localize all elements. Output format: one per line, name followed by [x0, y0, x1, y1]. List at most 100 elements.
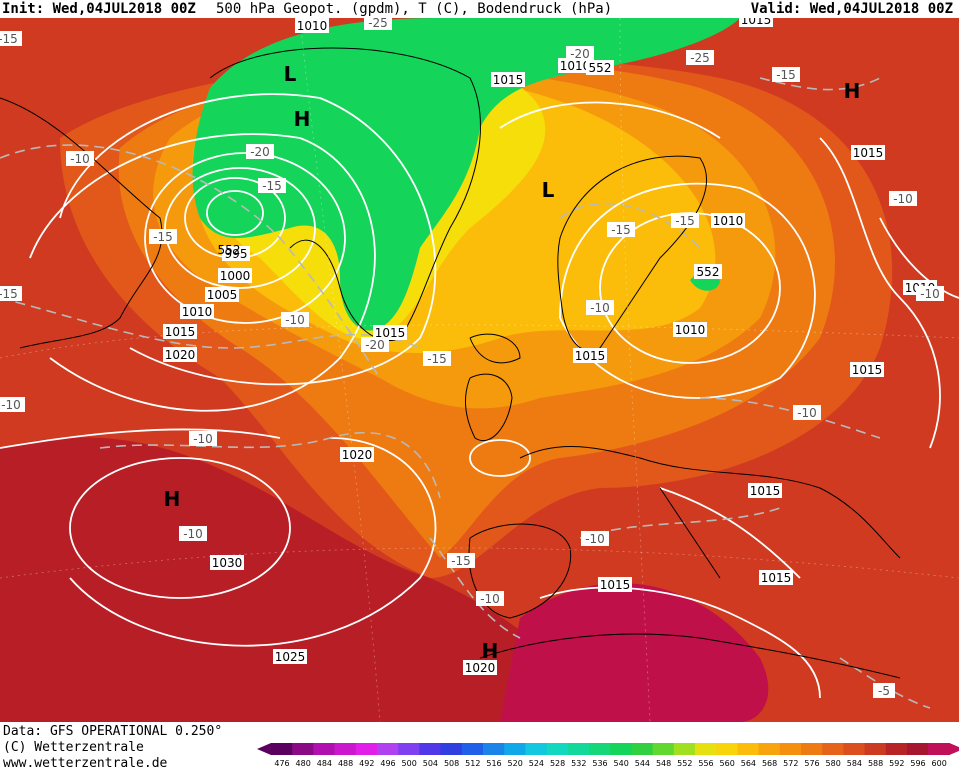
pressure-label: 1015: [851, 145, 885, 160]
scale-cell: [673, 743, 696, 755]
isobar-low-greenland: [206, 190, 264, 236]
temperature-label: -15: [447, 553, 475, 568]
scale-cell: [483, 743, 505, 755]
scale-tick-label: 572: [783, 759, 799, 768]
svg-text:-10: -10: [797, 406, 817, 420]
scale-tick-label: 576: [804, 759, 820, 768]
temperature-label: -10: [189, 431, 217, 446]
scale-cell: [313, 743, 336, 755]
isobar-high-azores: [69, 457, 291, 599]
band-green-arctic: [192, 18, 740, 331]
pressure-label: 995: [222, 246, 250, 261]
chart-footer: Data: GFS OPERATIONAL 0.250° (C) Wetterz…: [0, 722, 959, 771]
scale-arrow-left: [257, 743, 271, 755]
scale-tick-label: 504: [422, 759, 439, 768]
geopot-label: 552: [586, 60, 614, 75]
scale-tick-label: 492: [359, 759, 375, 768]
svg-text:1010: 1010: [297, 19, 328, 33]
svg-text:-15: -15: [0, 32, 18, 46]
temperature-label: -10: [179, 526, 207, 541]
temperature-label: -15: [671, 213, 699, 228]
svg-text:-15: -15: [262, 179, 282, 193]
scale-cell: [695, 743, 717, 755]
scale-tick-label: 496: [380, 759, 396, 768]
scale-cell: [546, 743, 569, 755]
svg-text:-15: -15: [611, 223, 631, 237]
scale-tick-label: 568: [761, 759, 778, 768]
pressure-labels: 1010 1015 1010 1015 1005 1000 995 1010 1…: [163, 18, 937, 675]
svg-text:1025: 1025: [275, 650, 306, 664]
scale-cell: [737, 743, 760, 755]
svg-text:1015: 1015: [165, 325, 196, 339]
svg-text:-10: -10: [193, 432, 213, 446]
weather-map: 1010 1015 1010 1015 1005 1000 995 1010 1…: [0, 18, 959, 722]
pressure-label: 1015: [491, 72, 525, 87]
high-center-greenland: H: [294, 107, 311, 131]
svg-text:1015: 1015: [600, 578, 631, 592]
scale-cell: [419, 743, 442, 755]
scale-tick-label: 548: [655, 759, 672, 768]
temperature-label: -10: [586, 300, 614, 315]
svg-text:-25: -25: [368, 18, 388, 30]
pressure-label: 1015: [373, 325, 407, 340]
geopot-labels: 552 552 552: [218, 60, 722, 279]
scale-tick-label: 516: [486, 759, 502, 768]
scandinavia-coast: [557, 155, 707, 351]
svg-text:-20: -20: [365, 338, 385, 352]
low-center-norway-sea: L: [542, 178, 555, 202]
isobars: [0, 93, 959, 699]
svg-text:1010: 1010: [675, 323, 706, 337]
svg-text:-15: -15: [0, 287, 18, 301]
temperature-label: -20: [566, 46, 594, 61]
scale-tick-label: 564: [740, 759, 757, 768]
scale-tick-label: 600: [931, 759, 947, 768]
africa-coast: [479, 633, 901, 679]
temperature-label: -15: [772, 67, 800, 82]
scale-cell: [461, 743, 484, 755]
temperature-label: -10: [476, 591, 504, 606]
scale-arrow-right: [949, 743, 959, 755]
svg-text:-10: -10: [893, 192, 913, 206]
scale-tick-label: 488: [337, 759, 354, 768]
temperature-label: -10: [0, 397, 25, 412]
temperature-label: -10: [66, 151, 94, 166]
svg-text:1000: 1000: [220, 269, 251, 283]
svg-text:-10: -10: [1, 398, 21, 412]
svg-text:995: 995: [225, 247, 248, 261]
iceland-coast: [469, 333, 521, 364]
scale-tick-label: 540: [613, 759, 629, 768]
svg-text:1005: 1005: [207, 288, 238, 302]
svg-text:1010: 1010: [713, 214, 744, 228]
scale-cell: [843, 743, 866, 755]
scale-tick-label: 476: [274, 759, 290, 768]
website-link[interactable]: www.wetterzentrale.de: [3, 756, 168, 771]
svg-text:1015: 1015: [761, 571, 792, 585]
temperature-label: -15: [258, 178, 286, 193]
svg-text:-10: -10: [183, 527, 203, 541]
pressure-label: 1015: [573, 348, 607, 363]
scale-cell: [377, 743, 399, 755]
svg-text:-15: -15: [427, 352, 447, 366]
scale-tick-label: 532: [571, 759, 587, 768]
svg-text:1030: 1030: [212, 556, 243, 570]
scale-cell: [398, 743, 420, 755]
temperature-label: -5: [873, 683, 895, 698]
chart-header: Init: Wed,04JUL2018 00Z 500 hPa Geopot. …: [0, 0, 959, 18]
pressure-label: 1015: [759, 570, 793, 585]
high-center-gibraltar: H: [482, 639, 499, 663]
scale-tick-label: 520: [507, 759, 523, 768]
coastlines: [0, 47, 901, 679]
svg-text:1015: 1015: [750, 484, 781, 498]
svg-text:1015: 1015: [375, 326, 406, 340]
temperature-label: -20: [361, 337, 389, 352]
scale-cell: [928, 743, 950, 755]
high-center-russia: H: [844, 79, 861, 103]
svg-text:-10: -10: [585, 532, 605, 546]
pressure-label: 1020: [163, 347, 197, 362]
scale-cell: [440, 743, 463, 755]
pressure-label: 1030: [210, 555, 244, 570]
pressure-label: 1010: [558, 58, 592, 73]
pressure-label: 1020: [463, 660, 497, 675]
italy-coast: [659, 487, 721, 579]
chart-title: 500 hPa Geopot. (gpdm), T (C), Bodendruc…: [216, 1, 613, 17]
